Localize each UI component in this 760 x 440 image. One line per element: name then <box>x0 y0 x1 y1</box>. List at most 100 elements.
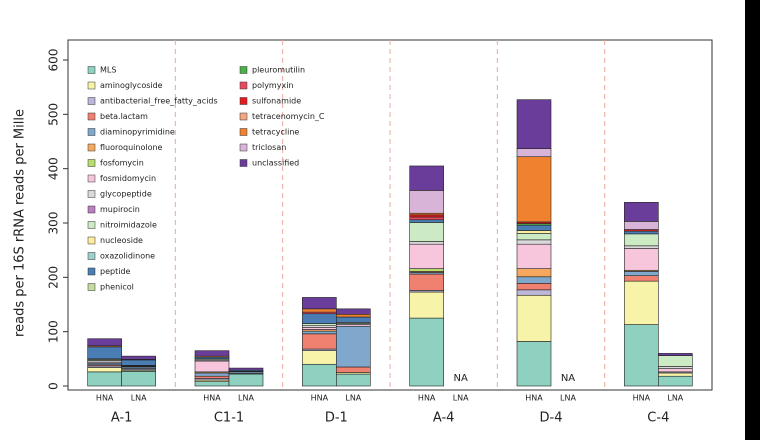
x-tick-label: LNA <box>667 394 683 403</box>
bar-segment <box>516 289 552 296</box>
y-axis-label: reads per 16S rRNA reads per Mille <box>13 109 28 337</box>
legend-swatch <box>239 143 248 152</box>
x-tick-label: LNA <box>345 394 361 403</box>
y-tick-label: 0 <box>47 382 61 390</box>
legend-label: phenicol <box>100 283 134 292</box>
legend-label: peptide <box>100 267 131 276</box>
bar-segment <box>87 346 122 360</box>
bar-segment <box>624 248 659 271</box>
bar-segment <box>658 375 693 387</box>
legend-swatch <box>239 128 248 136</box>
bar-segment <box>516 243 552 269</box>
bar-segment <box>87 371 122 387</box>
bar-segment <box>409 214 444 218</box>
y-tick-label: 500 <box>47 103 61 126</box>
bar-segment <box>409 219 444 223</box>
bar-segment <box>336 313 371 318</box>
bar-segment <box>409 216 444 221</box>
bar-segment <box>409 190 444 214</box>
group-label: A-1 <box>111 411 133 426</box>
bar-segment <box>87 338 122 347</box>
group-label: A-4 <box>433 411 455 426</box>
legend-label: unclassified <box>252 159 299 168</box>
x-tick-label: LNA <box>131 394 147 403</box>
bar-segment <box>624 324 659 387</box>
y-tick-label: 100 <box>47 320 61 343</box>
bar-segment <box>121 355 156 360</box>
bar-segment <box>302 297 337 310</box>
legend-swatch <box>239 159 248 167</box>
legend-label: nitroimidazole <box>100 221 157 230</box>
legend-swatch <box>239 81 248 90</box>
legend-label: tetracenomycin_C <box>252 112 325 121</box>
bar-segment <box>516 224 552 231</box>
legend-swatch <box>87 283 96 291</box>
bar-segment <box>121 371 156 387</box>
legend-swatch <box>87 205 96 214</box>
legend-label: oxazolidinone <box>100 252 155 261</box>
bar-segment <box>409 273 444 291</box>
na-label: NA <box>454 373 468 384</box>
legend-label: MLS <box>100 66 116 75</box>
bar-segment <box>516 230 552 234</box>
legend-swatch <box>239 112 248 121</box>
legend-label: tetracycline <box>252 128 299 137</box>
x-tick-label: HNA <box>96 394 114 403</box>
legend-swatch <box>87 159 96 167</box>
legend-label: mupirocin <box>100 205 140 214</box>
legend-label: fosfomycin <box>100 159 144 168</box>
bar-segment <box>516 156 552 223</box>
bar-segment <box>624 233 659 247</box>
bar-segment <box>336 308 371 315</box>
y-tick-label: 600 <box>47 49 61 72</box>
legend-label: sulfonamide <box>252 97 301 106</box>
x-tick-label: HNA <box>633 394 651 403</box>
legend-swatch <box>87 252 96 260</box>
group-label: D-4 <box>540 411 563 426</box>
legend-swatch <box>87 267 96 276</box>
bar-segment <box>336 373 371 387</box>
bar-segment <box>302 327 337 330</box>
legend-label: polymyxin <box>252 81 293 90</box>
legend-swatch <box>87 66 96 74</box>
bar-segment <box>87 367 122 373</box>
bar-segment <box>302 330 337 335</box>
bar-segment <box>194 360 230 373</box>
bar-segment <box>658 366 693 369</box>
x-tick-label: HNA <box>525 394 543 403</box>
x-tick-label: HNA <box>418 394 436 403</box>
legend-swatch <box>87 236 96 245</box>
bar-segment <box>516 99 552 149</box>
y-tick-label: 300 <box>47 212 61 235</box>
bar-segment <box>516 283 552 291</box>
bar-segment <box>624 280 659 325</box>
x-tick-label: LNA <box>238 394 254 403</box>
bar-segment <box>624 230 659 235</box>
bar-segment <box>302 350 337 365</box>
group-label: D-1 <box>325 411 348 426</box>
na-label: NA <box>561 373 575 384</box>
legend-label: triclosan <box>252 143 286 152</box>
x-tick-label: HNA <box>311 394 329 403</box>
legend-swatch <box>87 221 96 229</box>
bar-segment <box>228 373 264 387</box>
x-tick-label: LNA <box>453 394 469 403</box>
legend-label: fosmidomycin <box>100 174 156 183</box>
bar-segment <box>624 202 659 222</box>
legend-swatch <box>87 174 96 183</box>
bar-segment <box>516 239 552 245</box>
bar-segment <box>516 233 552 241</box>
bar-segment <box>194 350 230 357</box>
group-label: C-4 <box>647 411 669 426</box>
bar-segment <box>194 381 230 387</box>
legend-swatch <box>87 143 96 152</box>
bar-segment <box>302 313 337 324</box>
legend-label: beta.lactam <box>100 112 148 121</box>
bar-segment <box>624 221 659 230</box>
bar-segment <box>409 241 444 245</box>
bar-segment <box>516 276 552 284</box>
legend-label: aminoglycoside <box>100 81 163 90</box>
bar-segment <box>516 268 552 278</box>
bar-segment <box>409 243 444 269</box>
